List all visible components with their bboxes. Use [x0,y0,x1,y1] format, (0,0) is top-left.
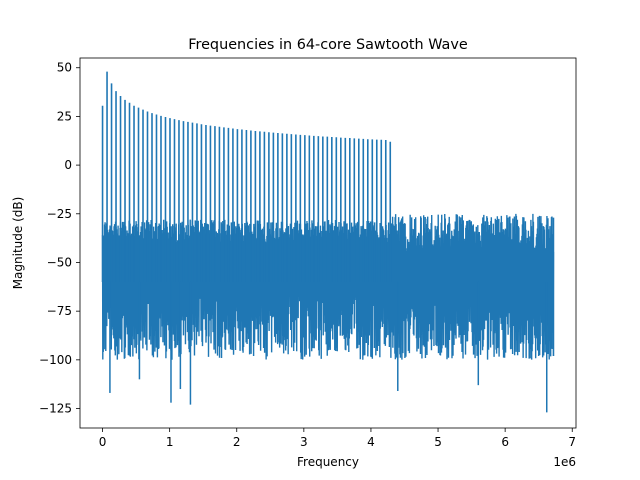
x-axis-offset-label: 1e6 [553,455,576,469]
x-tick-label: 0 [99,435,107,449]
x-tick-label: 5 [434,435,442,449]
x-tick-label: 4 [367,435,375,449]
chart-title: Frequencies in 64-core Sawtooth Wave [188,37,468,53]
y-tick-label: 0 [64,158,72,172]
y-tick-label: −75 [47,304,72,318]
x-tick-label: 3 [300,435,308,449]
x-axis: 0 1 2 3 4 5 6 7 [99,428,576,449]
x-axis-label: Frequency [297,455,359,469]
y-tick-label: 50 [57,61,72,75]
axes-frame [79,57,577,429]
plot-area [101,71,555,413]
y-tick-label: −50 [47,255,72,269]
x-tick-label: 6 [501,435,509,449]
x-tick-label: 2 [233,435,241,449]
x-tick-label: 7 [568,435,576,449]
y-tick-label: −125 [39,402,72,416]
y-axis: 50 25 0 −25 −50 −75 −100 −125 [39,61,80,416]
y-axis-label: Magnitude (dB) [11,197,25,290]
y-tick-label: −100 [39,353,72,367]
y-tick-label: −25 [47,207,72,221]
x-tick-label: 1 [166,435,174,449]
y-tick-label: 25 [57,109,72,123]
